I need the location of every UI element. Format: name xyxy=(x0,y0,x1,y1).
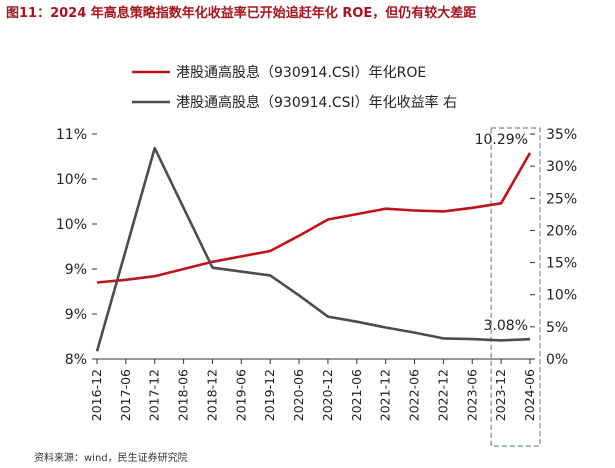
x-tick-label: 2020-12 xyxy=(320,369,335,421)
right-tick-label: 25% xyxy=(546,191,577,207)
right-tick-label: 15% xyxy=(546,256,577,272)
legend-label: 港股通高股息（930914.CSI）年化ROE xyxy=(176,64,426,81)
x-tick-label: 2022-12 xyxy=(435,369,450,421)
x-tick-label: 2019-12 xyxy=(262,369,277,421)
right-tick-label: 5% xyxy=(546,320,568,336)
roe-series-line xyxy=(96,152,532,284)
right-tick-label: 35% xyxy=(546,127,577,143)
x-tick-label: 2019-06 xyxy=(233,369,248,421)
x-tick-label: 2023-06 xyxy=(464,369,479,421)
left-tick-label: 11% xyxy=(56,127,87,143)
x-tick-label: 2021-06 xyxy=(349,369,364,421)
roe-end-label: 10.29% xyxy=(475,132,528,148)
left-tick-label: 9% xyxy=(65,307,87,323)
x-tick-label: 2024-06 xyxy=(522,369,537,421)
return-end-label: 3.08% xyxy=(484,318,528,334)
highlight-box xyxy=(490,127,541,447)
return-series-line xyxy=(95,146,531,352)
right-tick-label: 30% xyxy=(546,159,577,175)
x-tick-label: 2023-12 xyxy=(493,369,508,421)
x-tick-label: 2017-06 xyxy=(118,369,133,421)
left-tick-label: 9% xyxy=(65,262,87,278)
left-tick-label: 10% xyxy=(56,172,87,188)
x-tick-label: 2018-12 xyxy=(204,369,219,421)
left-tick-label: 8% xyxy=(65,352,87,368)
chart-title: 图11：2024 年高息策略指数年化收益率已开始追赶年化 ROE，但仍有较大差距 xyxy=(6,6,477,21)
x-tick-label: 2016-12 xyxy=(89,369,104,421)
x-tick-label: 2022-06 xyxy=(407,369,422,421)
left-tick-label: 10% xyxy=(56,217,87,233)
x-tick-label: 2018-06 xyxy=(176,369,191,421)
right-tick-label: 20% xyxy=(546,223,577,239)
legend-label: 港股通高股息（930914.CSI）年化收益率 右 xyxy=(176,94,457,111)
right-tick-label: 10% xyxy=(546,288,577,304)
right-tick-label: 0% xyxy=(546,352,568,368)
x-tick-label: 2021-12 xyxy=(378,369,393,421)
x-tick-label: 2017-12 xyxy=(147,369,162,421)
source-note: 资料来源：wind，民生证券研究院 xyxy=(34,453,188,464)
x-tick-label: 2020-06 xyxy=(291,369,306,421)
